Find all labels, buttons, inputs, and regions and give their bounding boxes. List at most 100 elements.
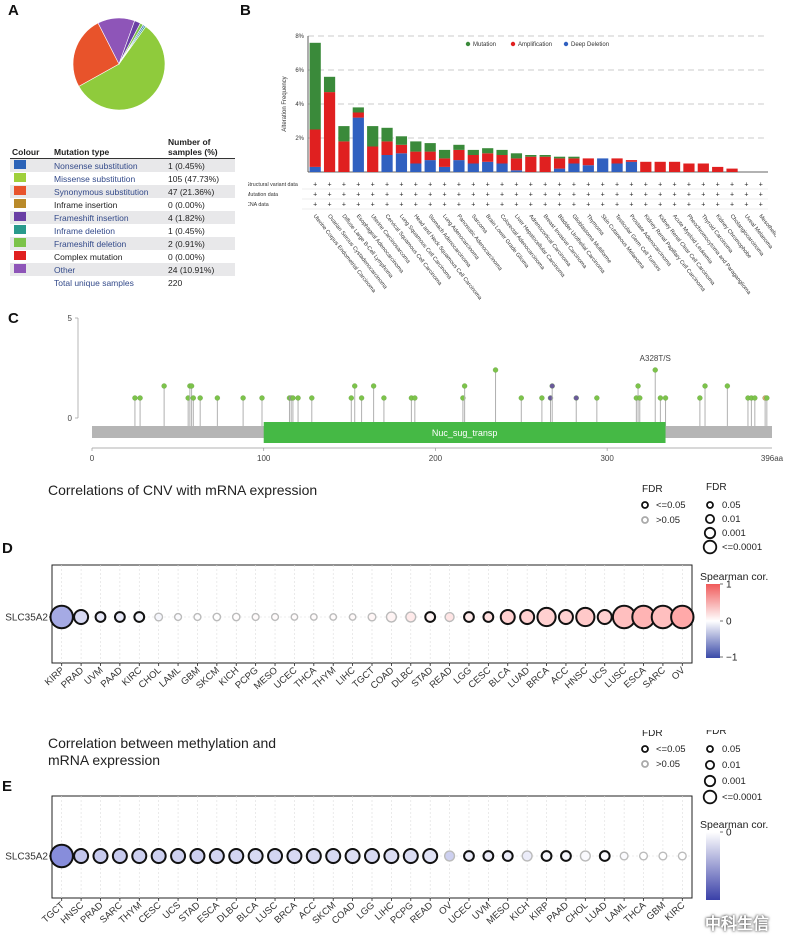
- correlation-bubble[interactable]: [383, 848, 400, 864]
- correlation-bubble[interactable]: [560, 850, 572, 862]
- correlation-bubble[interactable]: [231, 612, 241, 622]
- mutation-point[interactable]: [132, 395, 138, 401]
- correlation-bubble[interactable]: [638, 851, 649, 861]
- mutation-point[interactable]: [295, 395, 301, 401]
- correlation-bubble[interactable]: [501, 850, 514, 862]
- correlation-bubble[interactable]: [173, 612, 183, 622]
- mutation-point[interactable]: [240, 395, 246, 401]
- mutation-point[interactable]: [662, 395, 669, 401]
- mutation-point[interactable]: [657, 395, 664, 401]
- correlation-bubble[interactable]: [579, 850, 591, 862]
- mutation-point[interactable]: [309, 395, 315, 401]
- correlation-bubble[interactable]: [228, 848, 245, 864]
- correlation-bubble[interactable]: [402, 848, 419, 864]
- correlation-bubble[interactable]: [424, 611, 437, 623]
- correlation-bubble[interactable]: [325, 848, 342, 864]
- correlation-bubble[interactable]: [208, 848, 225, 864]
- correlation-bubble[interactable]: [482, 850, 495, 862]
- correlation-bubble[interactable]: [443, 850, 456, 862]
- correlation-bubble[interactable]: [212, 612, 222, 622]
- nuc-sug-transp-domain[interactable]: [263, 422, 666, 443]
- correlation-bubble[interactable]: [154, 612, 164, 622]
- mutation-point[interactable]: [724, 383, 731, 389]
- mutation-point[interactable]: [352, 383, 358, 389]
- mutation-point[interactable]: [197, 395, 203, 401]
- correlation-bubble[interactable]: [482, 611, 495, 623]
- correlation-bubble[interactable]: [73, 609, 90, 625]
- correlation-bubble[interactable]: [575, 606, 596, 628]
- mutation-point[interactable]: [461, 383, 468, 389]
- mutation-point[interactable]: [412, 395, 418, 401]
- correlation-bubble[interactable]: [193, 612, 202, 622]
- correlation-bubble[interactable]: [94, 611, 107, 623]
- correlation-bubble[interactable]: [113, 611, 126, 623]
- correlation-bubble[interactable]: [150, 848, 167, 864]
- correlation-bubble[interactable]: [499, 609, 516, 625]
- mutation-point[interactable]: [594, 395, 600, 401]
- correlation-bubble[interactable]: [598, 850, 611, 862]
- mutation-point[interactable]: [259, 395, 265, 401]
- mutation-point[interactable]: [573, 395, 579, 401]
- correlation-bubble[interactable]: [49, 604, 74, 630]
- mutation-point[interactable]: [370, 383, 377, 389]
- mutation-point[interactable]: [518, 395, 524, 401]
- mutation-point[interactable]: [188, 383, 195, 389]
- correlation-bubble[interactable]: [189, 848, 206, 864]
- mutation-point[interactable]: [539, 395, 545, 401]
- correlation-bubble[interactable]: [519, 609, 536, 625]
- mutation-point[interactable]: [635, 383, 641, 389]
- mutation-point[interactable]: [637, 395, 643, 401]
- mutation-point[interactable]: [290, 395, 296, 401]
- correlation-bubble[interactable]: [619, 851, 629, 861]
- mutation-point[interactable]: [161, 383, 167, 389]
- correlation-bubble[interactable]: [348, 613, 357, 621]
- correlation-bubble[interactable]: [677, 851, 687, 861]
- mutation-point[interactable]: [381, 395, 387, 401]
- correlation-bubble[interactable]: [92, 848, 109, 864]
- correlation-bubble[interactable]: [111, 848, 128, 864]
- correlation-bubble[interactable]: [557, 609, 574, 625]
- correlation-bubble[interactable]: [286, 848, 303, 864]
- correlation-bubble[interactable]: [329, 613, 338, 621]
- correlation-bubble[interactable]: [251, 612, 260, 622]
- mutation-point[interactable]: [752, 395, 758, 401]
- correlation-bubble[interactable]: [405, 611, 417, 623]
- correlation-bubble[interactable]: [290, 613, 299, 621]
- correlation-bubble[interactable]: [463, 611, 475, 623]
- correlation-bubble[interactable]: [536, 606, 557, 628]
- mutation-point[interactable]: [348, 395, 354, 401]
- mutation-point[interactable]: [702, 383, 708, 389]
- correlation-bubble[interactable]: [309, 613, 318, 621]
- correlation-bubble[interactable]: [658, 851, 668, 861]
- mutation-point[interactable]: [549, 383, 555, 389]
- correlation-bubble[interactable]: [422, 848, 439, 864]
- correlation-bubble[interactable]: [344, 848, 361, 864]
- mutation-point[interactable]: [137, 395, 143, 401]
- mutation-point[interactable]: [492, 367, 499, 373]
- correlation-bubble[interactable]: [133, 611, 146, 623]
- mutation-point[interactable]: [764, 395, 770, 401]
- correlation-bubble[interactable]: [540, 850, 553, 862]
- correlation-bubble[interactable]: [364, 848, 380, 864]
- correlation-bubble[interactable]: [444, 611, 455, 623]
- correlation-bubble[interactable]: [305, 848, 322, 864]
- mutation-point[interactable]: [652, 367, 658, 373]
- correlation-bubble[interactable]: [521, 850, 533, 862]
- correlation-bubble[interactable]: [670, 604, 695, 630]
- mutation-point[interactable]: [358, 395, 365, 401]
- correlation-bubble[interactable]: [247, 848, 264, 864]
- correlation-bubble[interactable]: [131, 848, 148, 864]
- correlation-bubble[interactable]: [267, 848, 284, 864]
- correlation-bubble[interactable]: [596, 609, 613, 625]
- mutation-point[interactable]: [214, 395, 221, 401]
- alteration-bar-segment: [539, 155, 551, 157]
- correlation-bubble[interactable]: [385, 611, 397, 623]
- mutation-point[interactable]: [697, 395, 703, 401]
- correlation-bubble[interactable]: [49, 843, 74, 869]
- correlation-bubble[interactable]: [170, 848, 187, 864]
- correlation-bubble[interactable]: [270, 612, 280, 622]
- correlation-bubble[interactable]: [463, 850, 475, 862]
- mutation-point[interactable]: [190, 395, 196, 401]
- correlation-bubble[interactable]: [367, 612, 377, 622]
- correlation-bubble[interactable]: [73, 848, 90, 864]
